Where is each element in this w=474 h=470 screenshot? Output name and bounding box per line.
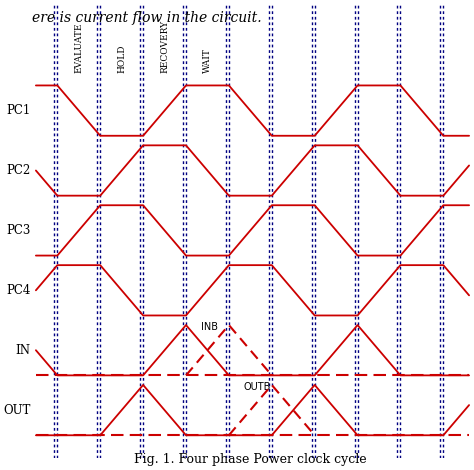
Text: PC3: PC3	[6, 224, 31, 237]
Text: HOLD: HOLD	[117, 45, 126, 73]
Text: PC1: PC1	[7, 104, 31, 117]
Text: OUT: OUT	[3, 404, 31, 416]
Text: IN: IN	[16, 344, 31, 357]
Text: PC4: PC4	[6, 284, 31, 297]
Text: INB: INB	[201, 322, 218, 332]
Text: PC2: PC2	[7, 164, 31, 177]
Text: RECOVERY: RECOVERY	[160, 20, 169, 73]
Text: OUTB: OUTB	[244, 382, 271, 392]
Text: WAIT: WAIT	[203, 48, 212, 73]
Text: ere is current flow in the circuit.: ere is current flow in the circuit.	[32, 11, 261, 25]
Text: Fig. 1. Four phase Power clock cycle: Fig. 1. Four phase Power clock cycle	[134, 453, 367, 466]
Text: EVALUATE: EVALUATE	[74, 23, 83, 73]
